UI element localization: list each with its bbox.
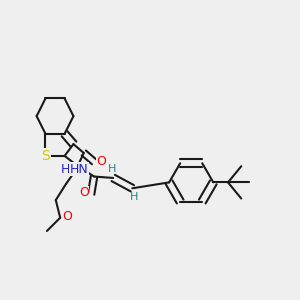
Text: HN: HN (70, 163, 89, 176)
Text: H: H (130, 191, 138, 202)
Text: O: O (97, 155, 106, 168)
Text: HN: HN (61, 163, 80, 176)
Text: O: O (79, 186, 89, 199)
Text: O: O (63, 210, 73, 223)
Text: S: S (41, 149, 50, 163)
Text: H: H (107, 164, 116, 174)
